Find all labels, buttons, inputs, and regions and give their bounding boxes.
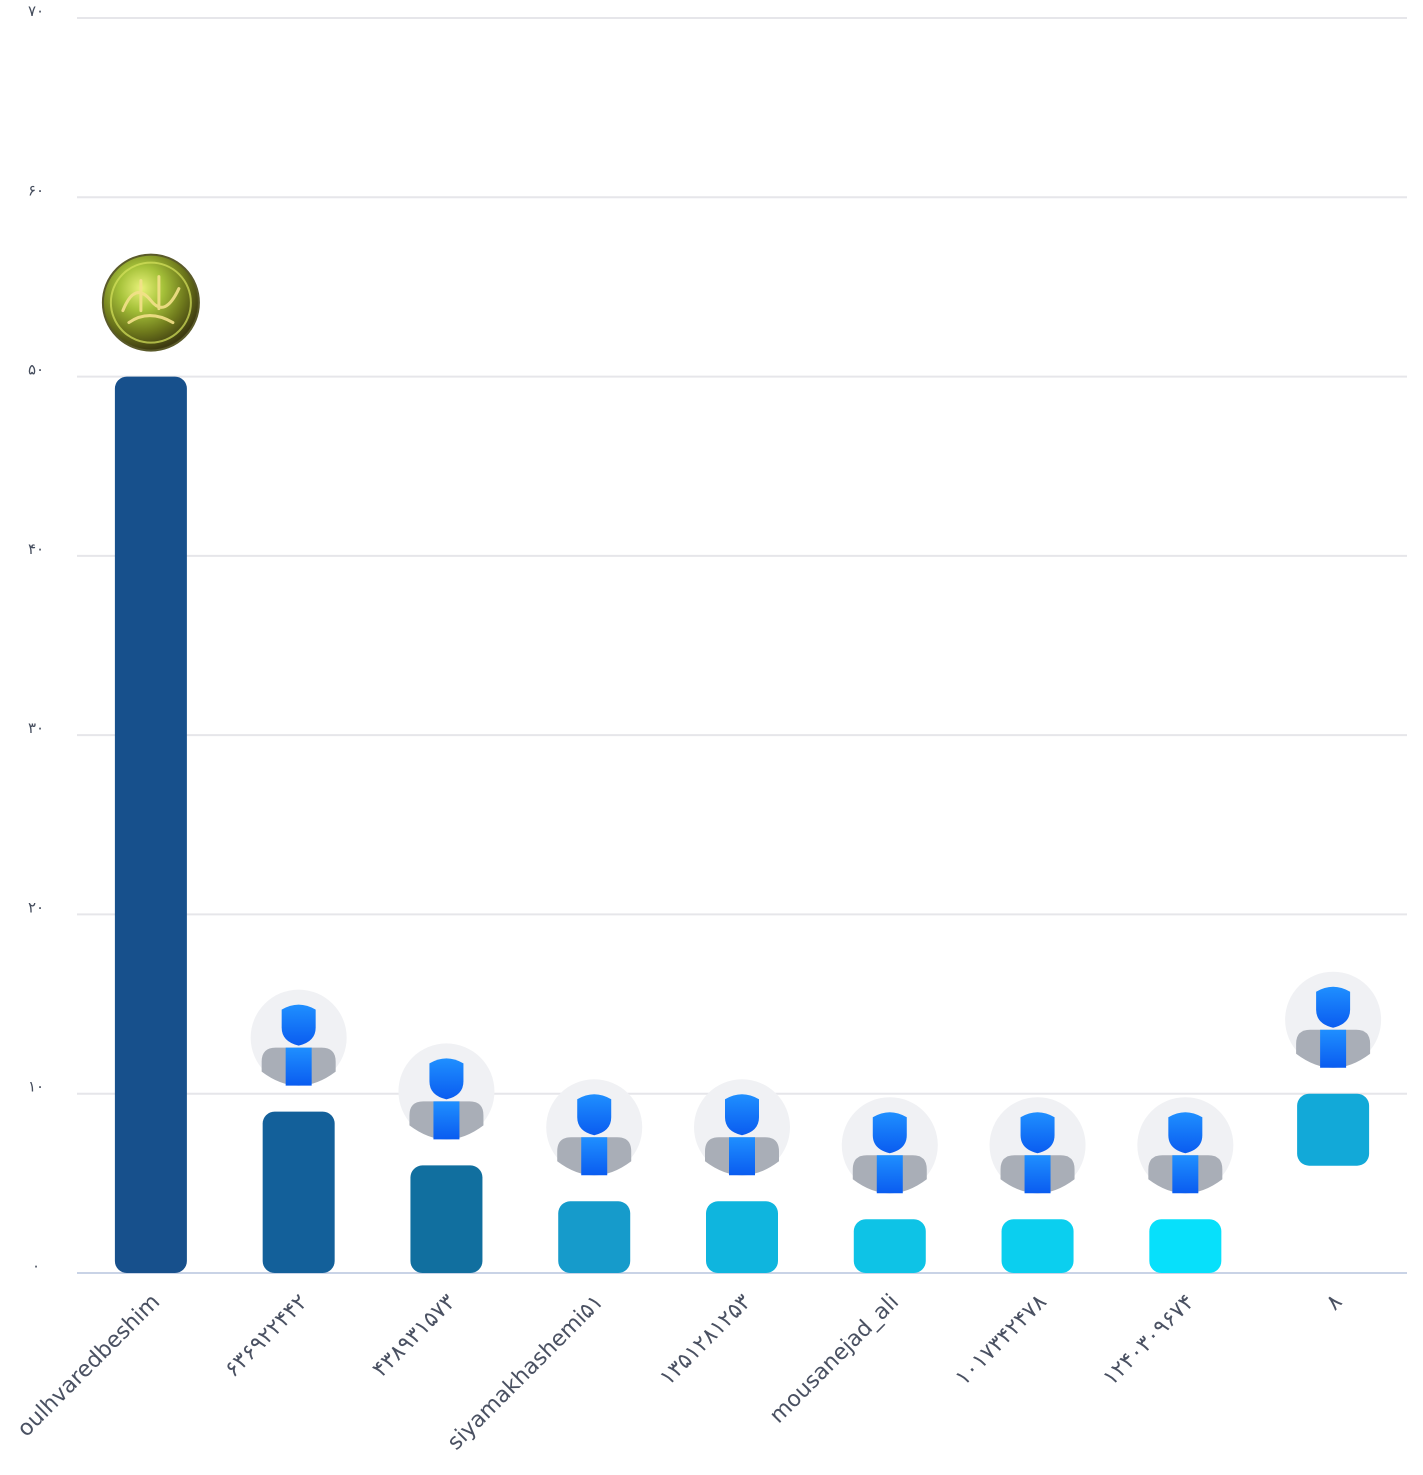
default-user-avatar-icon — [989, 1097, 1086, 1194]
x-axis-labels: oulhvaredbeshim ۶۳۶۹۲۲۴۴۲ ۴۳۸۹۳۱۵۷۳siyamak… — [13, 1289, 1348, 1455]
y-tick-label: ۳۰ — [28, 719, 44, 737]
x-tick-label: ۱۲۴۰۳۰۹۶۷۴ — [1098, 1290, 1199, 1391]
y-axis-ticks: ۰ ۱۰ ۲۰ ۳۰ ۴۰ ۵۰ ۶۰ ۷۰ — [28, 2, 44, 1275]
bar[interactable] — [410, 1165, 483, 1273]
bar[interactable] — [1001, 1219, 1074, 1273]
bar[interactable] — [558, 1201, 631, 1273]
x-tick-label: oulhvaredbeshim — [13, 1290, 165, 1442]
default-user-avatar-icon — [546, 1079, 643, 1176]
bar[interactable] — [262, 1111, 335, 1273]
x-tick-label: ۱۳۵۱۲۸۱۲۵۳ — [655, 1289, 756, 1390]
default-user-avatar-icon — [1137, 1097, 1234, 1194]
x-tick-label: mousanejad_ali — [765, 1290, 904, 1429]
bar[interactable] — [1149, 1219, 1222, 1273]
x-tick-label: ۱۰۱۷۳۴۲۴۷۸ — [951, 1289, 1052, 1390]
y-tick-label: ۵۰ — [28, 361, 44, 379]
x-tick-label: ۸ — [1321, 1289, 1347, 1315]
y-tick-label: ۶۰ — [28, 181, 44, 199]
bars — [114, 376, 1370, 1274]
emblem-avatar-icon — [101, 253, 200, 352]
bar[interactable] — [706, 1201, 778, 1273]
default-user-avatar-icon — [1285, 971, 1382, 1068]
default-user-avatar-icon — [694, 1079, 790, 1176]
avatars — [101, 253, 1382, 1194]
default-user-avatar-icon — [841, 1097, 938, 1194]
y-tick-label: ۱۰ — [28, 1078, 44, 1096]
default-user-avatar-icon — [250, 989, 347, 1086]
bar[interactable] — [1297, 1093, 1370, 1166]
y-tick-label: ۰ — [32, 1257, 40, 1275]
y-tick-label: ۲۰ — [28, 898, 44, 916]
x-tick-label: ۶۳۶۹۲۲۴۴۲ — [220, 1290, 313, 1383]
bar[interactable] — [853, 1219, 926, 1273]
x-tick-label: ۴۳۸۹۳۱۵۷۳ — [368, 1289, 461, 1382]
y-tick-label: ۷۰ — [28, 2, 44, 20]
y-tick-label: ۴۰ — [28, 540, 44, 558]
bar[interactable] — [114, 376, 187, 1274]
x-tick-label: siyamakhashemi۵۱ — [443, 1290, 609, 1456]
default-user-avatar-icon — [398, 1043, 495, 1140]
gridlines — [77, 17, 1407, 1095]
